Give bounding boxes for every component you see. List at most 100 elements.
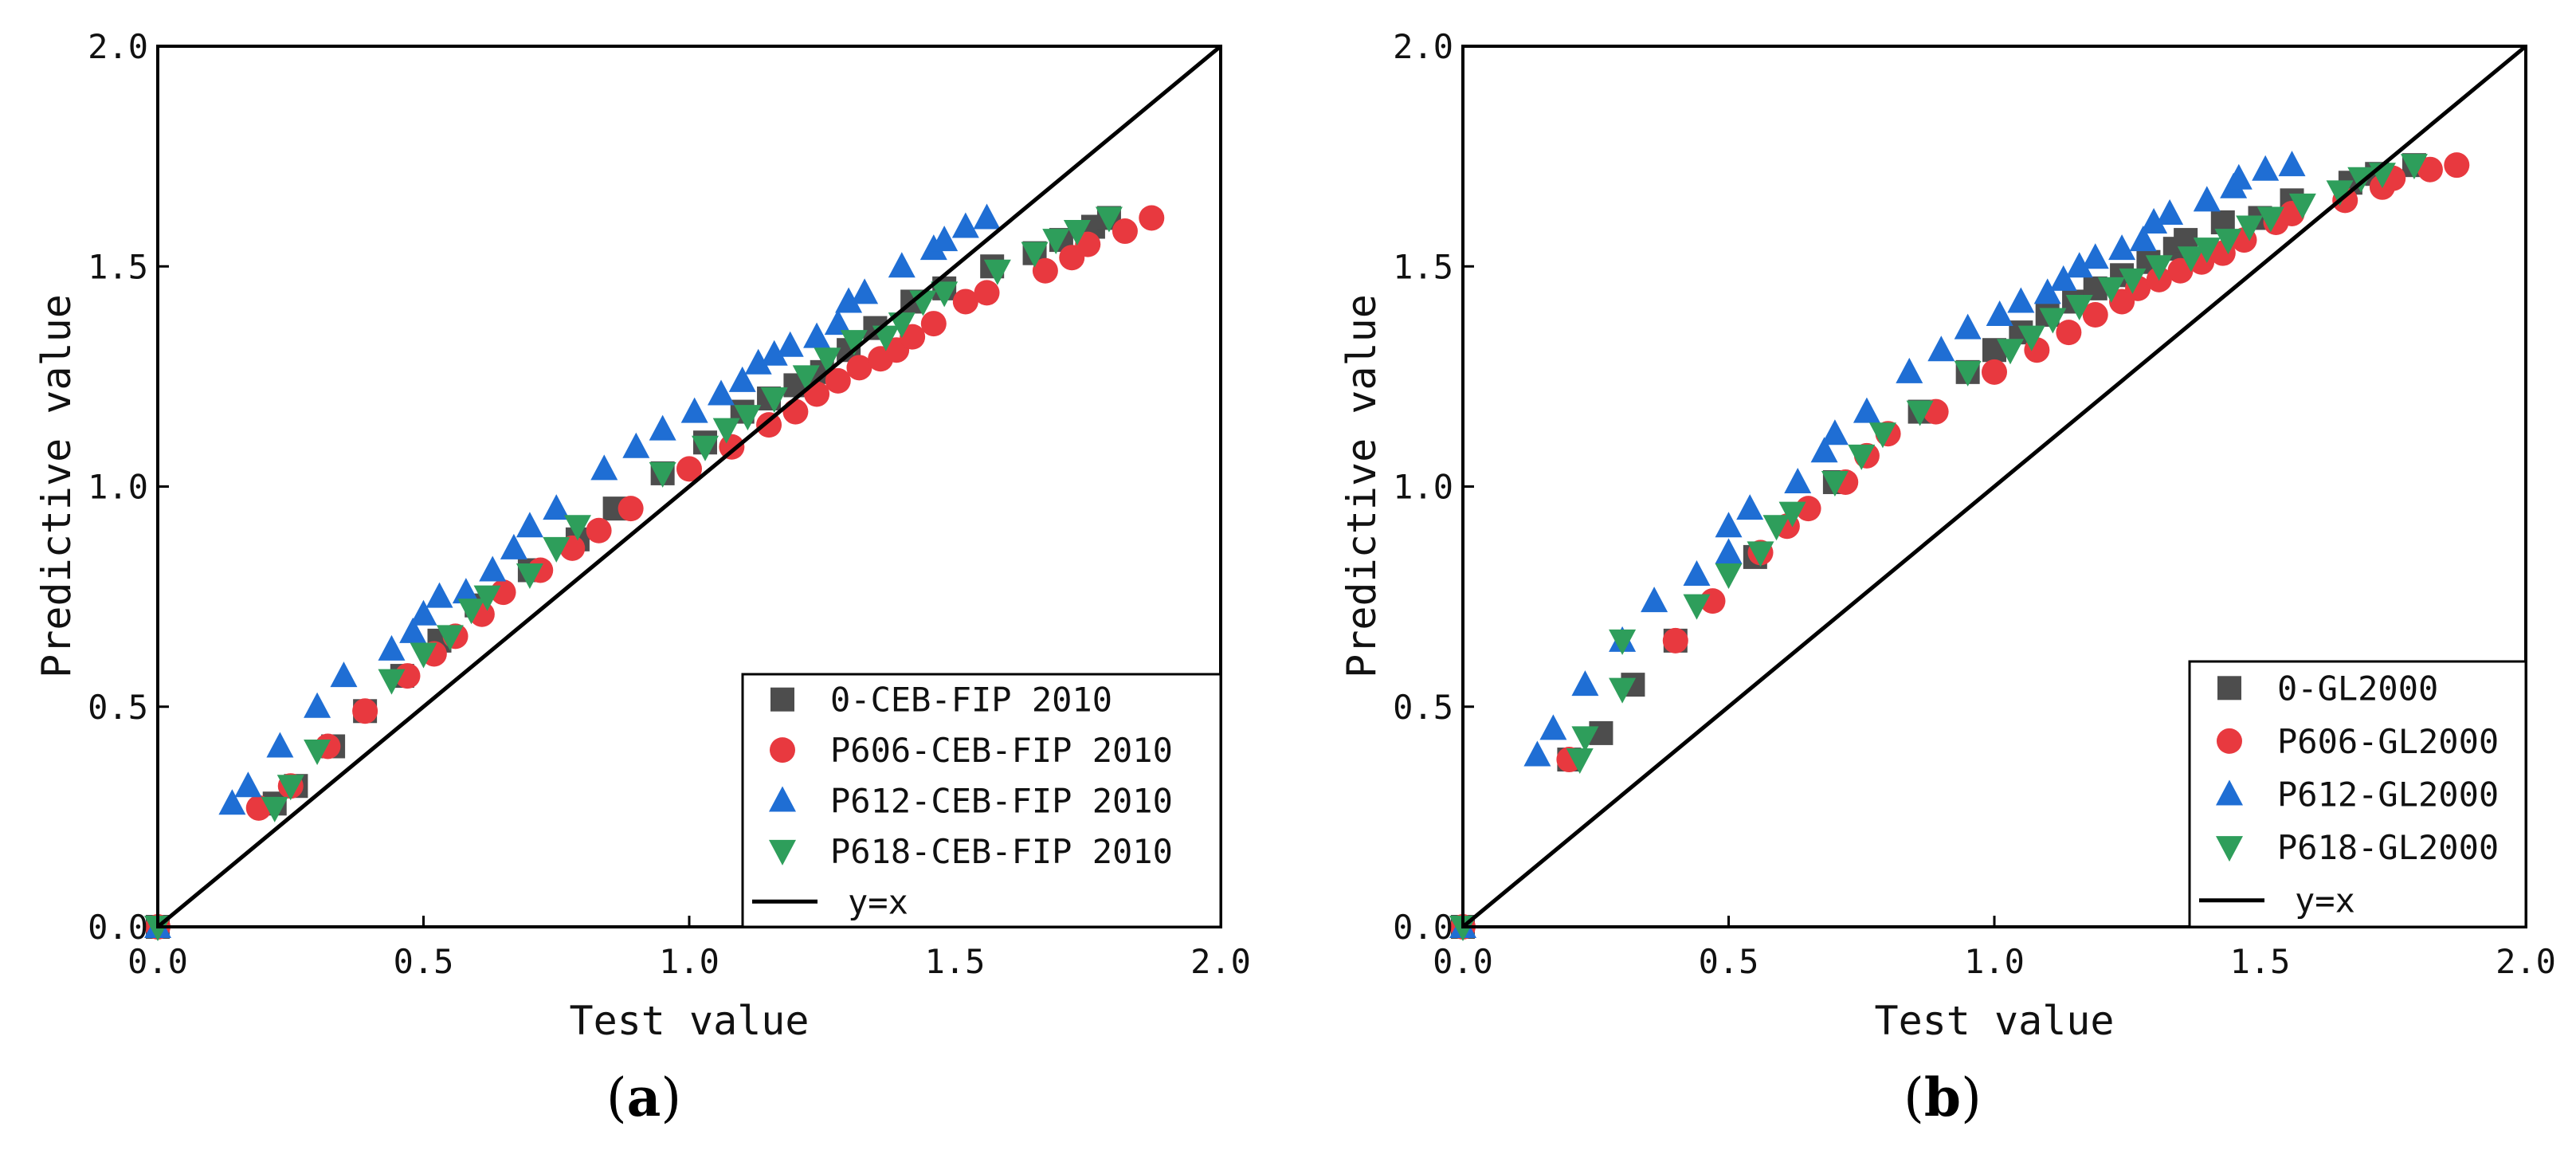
panel-a-series-4-point-10: [516, 563, 543, 589]
panel-a-series-4-point-29: [1095, 206, 1123, 233]
panel-a-y-tick-label: 0.5: [88, 688, 148, 727]
panel-a-series-2-point-24: [900, 324, 926, 350]
panel-a-series-4-point-28: [1063, 220, 1091, 246]
panel-a-label-letter: a: [627, 1066, 661, 1128]
panel-b-series-3-point-23: [2081, 243, 2109, 269]
panel-b-series-3-point-30: [2225, 163, 2253, 190]
panel-a-series-3-point-24: [776, 331, 804, 357]
panel-a-series-3-point-22: [744, 348, 772, 375]
panel-a-legend-label-1: 0-CEB-FIP 2010: [830, 681, 1112, 720]
panel-b-series-3-point-9: [1715, 512, 1743, 538]
panel-b-series-3-point-13: [1821, 419, 1849, 445]
panel-a-series-3-point-4: [266, 732, 294, 758]
panel-b-x-tick-label: 0.5: [1699, 942, 1759, 981]
panel-b-label-letter: b: [1924, 1066, 1961, 1128]
panel-b-y-tick-label: 0.5: [1393, 688, 1453, 727]
panel-b-reference-line: [1461, 45, 2527, 928]
panel-b-series-3-point-16: [1927, 336, 1955, 362]
panel-b-series-3-point-3: [1539, 714, 1567, 740]
panel-b-series-4-point-32: [2400, 154, 2428, 180]
panel-a-series-3-point-14: [516, 512, 543, 538]
panel-a-series-2-point-28: [1032, 257, 1058, 284]
panel-a-series-2-point-13: [586, 517, 612, 544]
panel-a-series-3-point-17: [622, 432, 650, 458]
panel-a-x-axis-label: Test value: [569, 998, 809, 1044]
panel-b-series-3-point-10: [1736, 494, 1764, 520]
panel-a-series-4-point-12: [563, 515, 591, 541]
panel-a-series-4-point-22: [888, 312, 916, 339]
panel-b-series-4-point-26: [2236, 215, 2264, 241]
panel-b-series-3-point-26: [2140, 208, 2168, 234]
panel-a-marks: [144, 45, 1222, 941]
panel-b-series-3-point-32: [2278, 151, 2306, 177]
panel-a-legend: 0-CEB-FIP 2010 P606-CEB-FIP 2010 P612-CEB-…: [741, 673, 1222, 928]
panel-b-series-2-point-3: [1662, 627, 1688, 653]
panel-b-series-4-point-2: [1566, 748, 1594, 775]
panel-a-series-3-point-8: [399, 617, 427, 643]
panel-a-series-4-point-7: [436, 625, 464, 651]
panel-a-series-3-point-3: [234, 771, 262, 798]
panel-b-x-tick-label: 1.0: [1964, 942, 2025, 981]
panel-b-y-axis-label: Predictive value: [1339, 294, 1385, 678]
panel-a-legend-box: [741, 673, 1222, 928]
panel-b-series-3-point-15: [1896, 357, 1923, 383]
panel-b-series-3-point-20: [2033, 278, 2061, 304]
panel-a-legend-label-3: P612-CEB-FIP 2010: [830, 782, 1173, 821]
panel-a-legend-marker-4: [769, 839, 796, 865]
panel-a-series-4-point-13: [649, 461, 676, 488]
panel-a-series-4-point-18: [792, 365, 820, 391]
panel-a-series-2-point-16: [719, 434, 745, 460]
panel-b-series-4-point-12: [1848, 444, 1876, 470]
panel-a-series-3-point-21: [728, 366, 756, 392]
panel-a-series-2-point-20: [825, 367, 851, 394]
panel-b-series-3-point-31: [2252, 155, 2280, 181]
panel-b-series-3-point-4: [1571, 670, 1599, 697]
panel-a-series-4-point-25: [983, 259, 1011, 285]
panel-b-series-3-point-18: [1986, 300, 2013, 327]
panel-b-series-3-point-7: [1683, 560, 1711, 586]
panel-b-series-3-point-8: [1715, 538, 1743, 564]
panel-a-series-4-point-16: [734, 405, 762, 431]
panel-a-series-2-point-5: [352, 698, 378, 724]
panel-a-x-tick-label: 1.0: [659, 942, 719, 981]
panel-a-series-3-point-26: [824, 309, 852, 336]
panel-a-series-3-point-23: [760, 340, 788, 366]
panel-a-series-2-point-17: [756, 412, 782, 438]
panel-b-legend-label-2: P606-GL2000: [2277, 722, 2499, 761]
panel-b-y-tick-label: 2.0: [1393, 27, 1453, 66]
panel-b-series-4-point-19: [2065, 294, 2093, 320]
panel-b-series-3-point-2: [1523, 740, 1551, 767]
panel-a-series-4-point-14: [692, 435, 719, 461]
panel-a-series-4-point-6: [410, 642, 437, 669]
panel-a-series-3-point-12: [479, 555, 507, 582]
panel-b-series-4-point-15: [1954, 360, 1982, 387]
panel-b-series-4-point-8: [1747, 541, 1774, 567]
panel-b-x-tick-label: 0.0: [1433, 942, 1493, 981]
panel-a-x-tick-label: 0.0: [127, 942, 188, 981]
panel-a-legend-marker-2: [770, 737, 795, 763]
panel-a-series-3-point-6: [330, 661, 358, 688]
panel-a-reference-line: [156, 45, 1222, 928]
panel-a-series-3-point-18: [649, 414, 676, 441]
panel-a-series-3-point-16: [590, 454, 618, 481]
panel-b-series-4-point-21: [2119, 268, 2147, 294]
panel-a-label: (a): [606, 1066, 681, 1128]
panel-b-series-2-point-28: [2417, 156, 2443, 183]
panel-b-series-4-point-7: [1715, 563, 1743, 589]
panel-b-series-2-point-19: [2167, 257, 2194, 284]
panel-b-series-4-point-18: [2039, 308, 2067, 334]
panel-b-series-4-point-24: [2193, 237, 2221, 264]
panel-b-series-3-point-17: [1954, 313, 1982, 340]
panel-a-series-3-point-13: [500, 533, 527, 559]
panel-a-legend-label-2: P606-CEB-FIP 2010: [830, 731, 1173, 770]
panel-b-legend-marker-3: [2216, 779, 2243, 806]
panel-b-series-4-point-3: [1571, 726, 1599, 752]
panel-b-series-4-point-22: [2145, 255, 2173, 281]
panel-b-legend-label-4: P618-GL2000: [2277, 828, 2499, 867]
panel-a-series-3-point-19: [680, 397, 708, 423]
panel-a-series-3-point-10: [425, 582, 453, 608]
panel-a-series-4-point-17: [760, 387, 788, 413]
panel-a-series-3-point-27: [835, 287, 863, 313]
panel-b-series-3-point-22: [2065, 252, 2093, 278]
